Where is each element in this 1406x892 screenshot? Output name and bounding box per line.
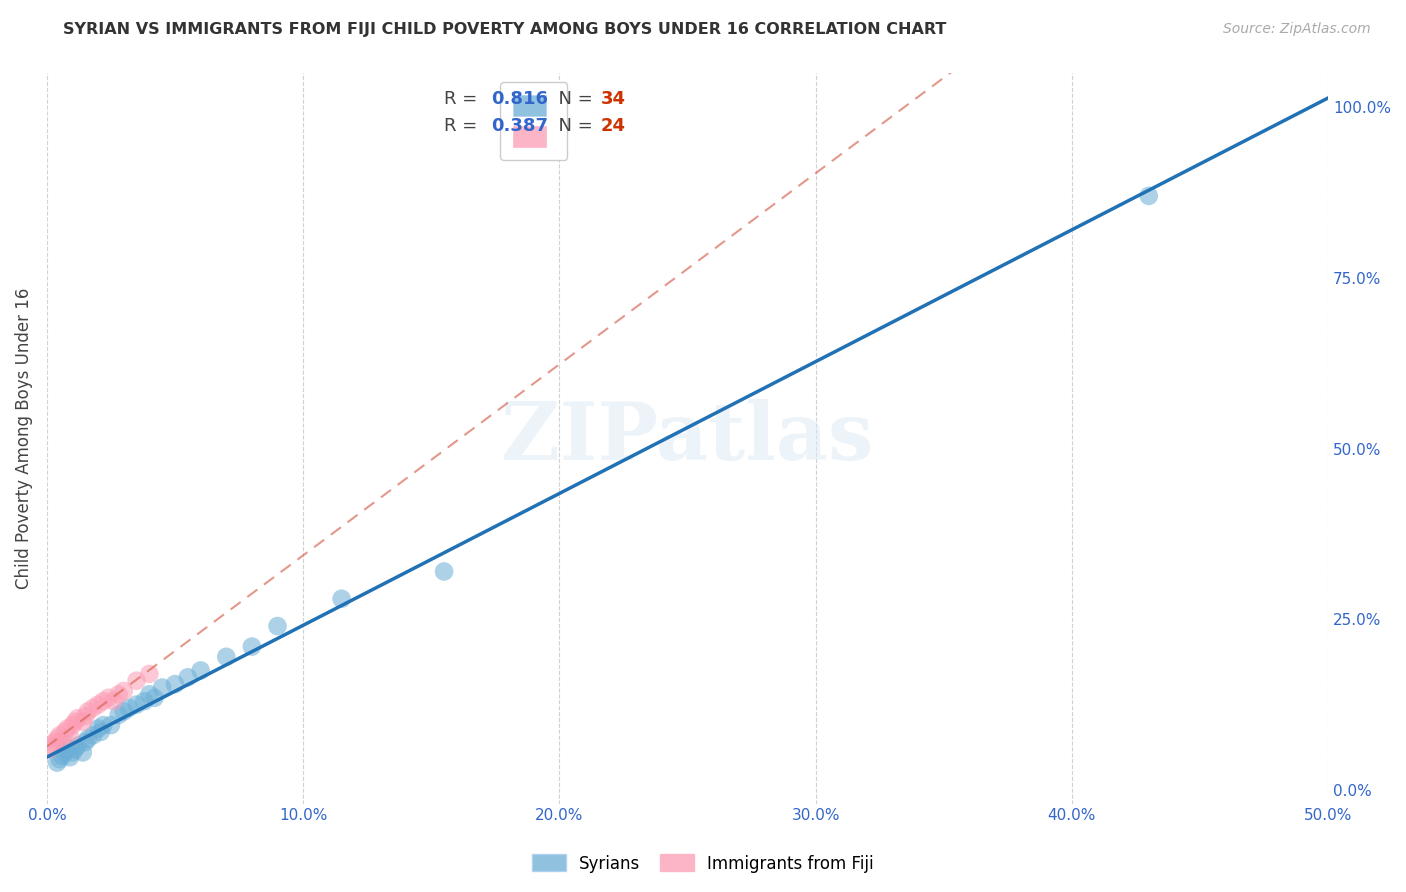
Point <box>48 728 70 742</box>
Point <box>433 565 456 579</box>
Point <box>143 690 166 705</box>
Text: Source: ZipAtlas.com: Source: ZipAtlas.com <box>1223 22 1371 37</box>
Point <box>107 687 129 701</box>
Text: N =: N = <box>547 117 598 135</box>
Point <box>87 698 110 712</box>
Point <box>56 722 79 736</box>
Point <box>41 739 63 753</box>
Point <box>138 666 160 681</box>
Text: 24: 24 <box>600 117 626 135</box>
Point <box>66 711 89 725</box>
Point <box>48 752 70 766</box>
Text: SYRIAN VS IMMIGRANTS FROM FIJI CHILD POVERTY AMONG BOYS UNDER 16 CORRELATION CHA: SYRIAN VS IMMIGRANTS FROM FIJI CHILD POV… <box>63 22 946 37</box>
Point <box>63 714 86 729</box>
Point <box>118 701 141 715</box>
Text: R =: R = <box>444 90 484 108</box>
Point <box>72 746 94 760</box>
Point <box>125 698 148 712</box>
Point <box>82 701 104 715</box>
Point <box>51 733 73 747</box>
Point <box>215 649 238 664</box>
Point <box>100 718 122 732</box>
Point <box>103 694 125 708</box>
Point <box>62 718 84 732</box>
Point <box>125 673 148 688</box>
Point <box>91 718 114 732</box>
Point <box>72 714 94 729</box>
Point <box>240 640 263 654</box>
Point <box>266 619 288 633</box>
Point <box>97 690 120 705</box>
Point <box>59 750 82 764</box>
Point <box>38 742 60 756</box>
Point <box>112 705 135 719</box>
Point <box>77 731 100 746</box>
Point <box>62 746 84 760</box>
Point <box>112 684 135 698</box>
Point <box>150 681 173 695</box>
Text: 0.387: 0.387 <box>492 117 548 135</box>
Point <box>82 728 104 742</box>
Legend: , : , <box>501 82 567 160</box>
Point <box>46 731 69 746</box>
Point <box>46 756 69 770</box>
Point <box>44 735 66 749</box>
Point <box>66 739 89 753</box>
Point <box>330 591 353 606</box>
Point <box>56 742 79 756</box>
Y-axis label: Child Poverty Among Boys Under 16: Child Poverty Among Boys Under 16 <box>15 287 32 589</box>
Text: N =: N = <box>547 90 598 108</box>
Point <box>107 707 129 722</box>
Point <box>53 725 76 739</box>
Point <box>163 677 186 691</box>
Point <box>51 748 73 763</box>
Point <box>190 664 212 678</box>
Point <box>75 709 97 723</box>
Point <box>75 735 97 749</box>
Text: R =: R = <box>444 117 484 135</box>
Legend: Syrians, Immigrants from Fiji: Syrians, Immigrants from Fiji <box>526 847 880 880</box>
Point <box>90 725 112 739</box>
Point <box>138 687 160 701</box>
Point <box>59 730 82 744</box>
Point <box>1137 189 1160 203</box>
Point <box>63 742 86 756</box>
Point <box>177 670 200 684</box>
Point <box>77 705 100 719</box>
Text: 34: 34 <box>600 90 626 108</box>
Point <box>53 746 76 760</box>
Text: ZIPatlas: ZIPatlas <box>502 400 873 477</box>
Point <box>134 694 156 708</box>
Text: 0.816: 0.816 <box>492 90 548 108</box>
Point <box>87 722 110 736</box>
Point <box>91 694 114 708</box>
